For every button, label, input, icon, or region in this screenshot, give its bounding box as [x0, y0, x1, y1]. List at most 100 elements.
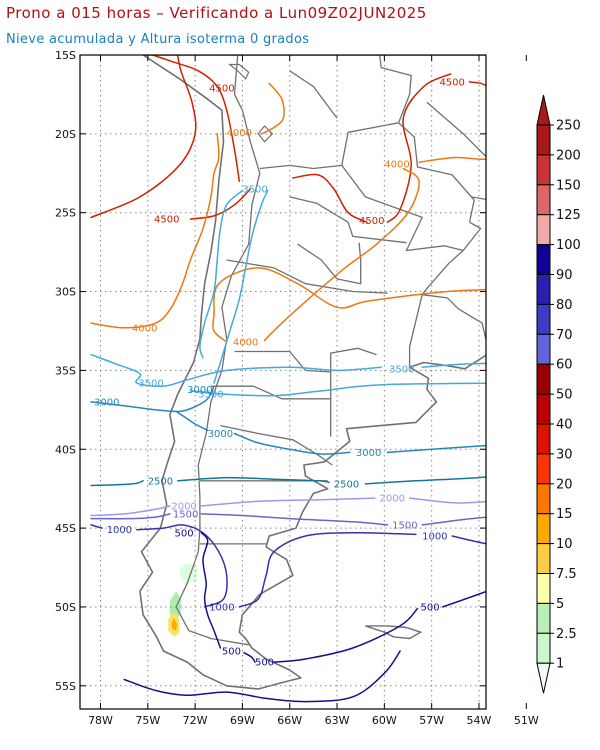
legend-swatch — [536, 244, 551, 276]
legend-swatch — [536, 363, 551, 395]
isotherm-line — [451, 535, 486, 545]
contour-label: 1000 — [422, 531, 447, 542]
isotherm-line — [123, 650, 401, 703]
isotherm-line — [90, 385, 215, 413]
isotherm-line — [260, 82, 285, 135]
isotherm-line — [243, 651, 256, 663]
contour-label: 500 — [222, 647, 241, 658]
political-border — [210, 385, 331, 400]
political-border — [289, 70, 338, 119]
isotherm-line — [90, 505, 171, 517]
lat-tick-label: 20S — [55, 128, 76, 141]
isotherm-line — [175, 410, 209, 432]
lat-tick-label: 35S — [55, 364, 76, 377]
contour-label: 4000 — [227, 128, 252, 139]
isotherm-line — [441, 590, 486, 608]
legend-swatch — [536, 423, 551, 455]
contour-label: 500 — [421, 602, 440, 613]
lat-tick-label: 45S — [55, 522, 76, 535]
legend-swatch — [536, 214, 551, 246]
contour-label: 500 — [255, 658, 274, 669]
isotherm-line — [233, 432, 351, 455]
contour-label: 3000 — [94, 397, 119, 408]
lat-tick-label: 50S — [55, 601, 76, 614]
legend-label: 15 — [556, 507, 573, 522]
legend-swatch — [536, 632, 551, 664]
contour-labels: 4500 4500 4500 4500 4000 4000 4000 4000 3500 3500… — [94, 77, 465, 668]
isotherm-line — [468, 81, 486, 87]
legend-swatch — [536, 333, 551, 365]
legend-swatch — [536, 184, 551, 216]
legend-label: 70 — [556, 328, 573, 343]
contour-label: 4500 — [209, 84, 234, 95]
gridlines — [80, 55, 486, 709]
contour-label: 2500 — [334, 479, 359, 490]
legend-bottom-arrow — [536, 662, 551, 694]
lon-tick-label: 57W — [419, 714, 444, 727]
contour-label: 4000 — [132, 323, 157, 334]
contour-label: 4500 — [154, 215, 179, 226]
contour-label: 3500 — [242, 185, 267, 196]
legend-label: 80 — [556, 298, 573, 313]
contour-label: 2000 — [380, 494, 405, 505]
legend-label: 1 — [556, 657, 564, 672]
contour-label: 500 — [175, 528, 194, 539]
legend-swatch — [536, 274, 551, 305]
political-border — [422, 294, 486, 343]
political-border — [408, 250, 464, 368]
lat-tick-label: 15S — [55, 49, 76, 62]
legend-label: 100 — [556, 238, 581, 253]
isotherm-line — [200, 513, 389, 526]
legend-label: 150 — [556, 178, 581, 193]
snow-patch — [179, 562, 199, 585]
isotherm-line — [200, 497, 376, 507]
snow-layer — [168, 562, 199, 637]
snow-patch — [171, 618, 177, 631]
contour-label: 1500 — [173, 509, 198, 520]
contour-label: 2000 — [171, 502, 196, 513]
political-border — [175, 94, 261, 646]
lat-tick-label: 25S — [55, 207, 76, 220]
color-legend: 250 200 150 125 100 90 80 70 60 50 40 30 20 15 10 7.5 5 2… — [536, 94, 581, 694]
isotherm-line — [418, 156, 486, 163]
legend-swatch — [536, 483, 551, 515]
isotherm-line — [90, 133, 220, 329]
legend-label: 40 — [556, 418, 573, 433]
isotherm-line — [90, 524, 103, 529]
lon-tick-label: 78W — [88, 714, 113, 727]
legend-swatch — [536, 303, 551, 335]
legend-top-arrow — [536, 94, 551, 126]
political-border — [341, 165, 482, 252]
political-border — [234, 350, 332, 437]
legend-swatch — [536, 543, 551, 574]
isotherm-line — [177, 476, 330, 484]
isotherm-line — [136, 524, 228, 608]
political-border — [487, 244, 526, 250]
isotherm-line — [386, 444, 486, 454]
isotherm-line — [273, 607, 419, 663]
isotherm-line — [408, 497, 486, 504]
legend-label: 90 — [556, 268, 573, 283]
lon-tick-label: 69W — [230, 714, 255, 727]
map-title: Prono a 015 horas – Verificando a Lun09Z… — [6, 4, 427, 22]
legend-label: 60 — [556, 358, 573, 373]
coastline-south-america-west-coast — [139, 55, 486, 690]
political-border — [330, 347, 377, 372]
lon-tick-label: 75W — [135, 714, 160, 727]
lon-tick-label: 72W — [183, 714, 208, 727]
isotherm-line — [150, 55, 241, 182]
contour-label: 2500 — [148, 476, 173, 487]
contour-label: 3000 — [356, 448, 381, 459]
political-border — [470, 196, 486, 201]
isotherm-line — [421, 362, 486, 368]
contour-label: 3500 — [198, 390, 223, 401]
legend-swatch — [536, 573, 551, 604]
political-border — [398, 122, 475, 223]
isotherm-line — [189, 188, 252, 220]
lon-tick-label: 51W — [514, 714, 539, 727]
isotherm-line — [90, 55, 197, 219]
legend-swatch — [536, 393, 551, 425]
contour-label: 4500 — [359, 216, 384, 227]
isotherm-line — [364, 476, 486, 485]
